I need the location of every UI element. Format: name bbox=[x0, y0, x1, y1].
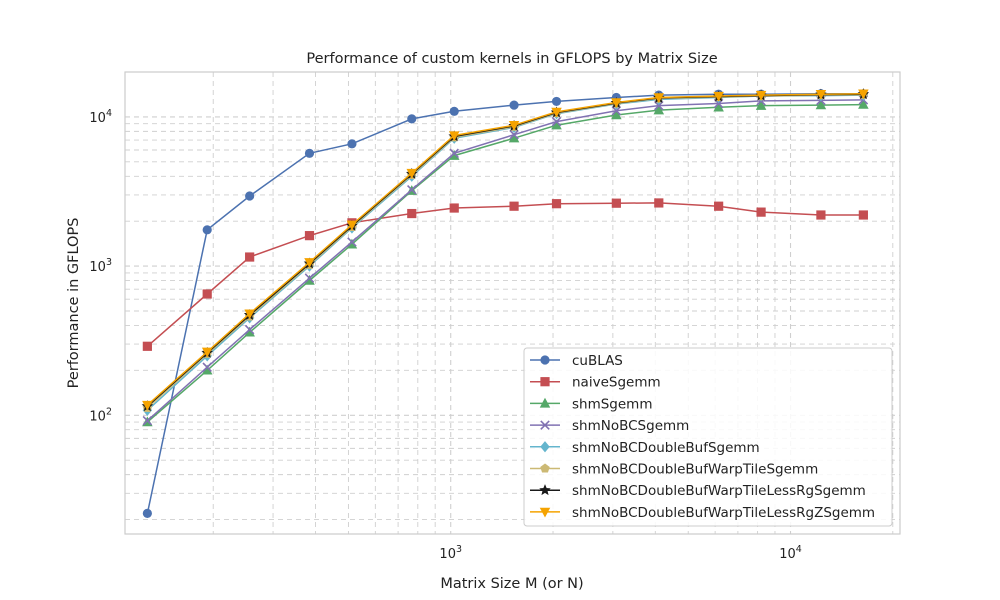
legend-label: shmNoBCDoubleBufWarpTileSgemm bbox=[572, 462, 818, 478]
data-point bbox=[611, 109, 622, 120]
data-point bbox=[449, 106, 459, 116]
data-point bbox=[201, 347, 213, 358]
data-point bbox=[611, 105, 622, 116]
data-point bbox=[304, 148, 315, 158]
series-layer bbox=[141, 88, 870, 518]
data-point bbox=[815, 99, 827, 110]
data-point bbox=[858, 89, 869, 100]
data-point bbox=[858, 98, 869, 109]
legend-label: shmNoBCSgemm bbox=[572, 418, 689, 434]
data-point bbox=[202, 225, 212, 235]
data-point bbox=[858, 210, 868, 220]
data-point bbox=[448, 131, 460, 142]
data-point bbox=[304, 231, 315, 241]
data-point bbox=[611, 198, 621, 208]
legend-label: cuBLAS bbox=[572, 353, 623, 369]
legend-marker bbox=[539, 484, 551, 496]
legend-marker bbox=[539, 397, 551, 408]
legend-label: shmSgemm bbox=[572, 396, 653, 412]
legend-marker bbox=[540, 420, 550, 430]
data-point bbox=[755, 90, 767, 101]
data-point bbox=[244, 309, 255, 320]
series-shmNoBCSgemm bbox=[142, 95, 869, 426]
data-point bbox=[509, 201, 519, 211]
data-point bbox=[509, 129, 519, 140]
plot-frame bbox=[124, 71, 901, 535]
data-point bbox=[653, 104, 665, 115]
data-point bbox=[551, 116, 562, 127]
data-point bbox=[815, 89, 827, 100]
data-point bbox=[713, 91, 724, 102]
data-point bbox=[304, 273, 315, 283]
data-point bbox=[304, 258, 315, 268]
legend-label: shmNoBCDoubleBufSgemm bbox=[572, 440, 760, 456]
legend-label: naiveSgemm bbox=[572, 375, 661, 391]
data-point bbox=[142, 341, 152, 351]
data-point bbox=[508, 120, 520, 131]
tick-labels: 103 104 102 103 104 bbox=[89, 108, 801, 562]
data-point bbox=[245, 252, 255, 262]
x-axis-label: Matrix Size M (or N) bbox=[440, 576, 583, 592]
y-axis-label: Performance in GFLOPS bbox=[66, 218, 82, 389]
legend-marker bbox=[540, 377, 550, 387]
data-point bbox=[449, 148, 459, 159]
data-point bbox=[407, 208, 417, 219]
x-tick-label: 103 bbox=[439, 544, 462, 562]
series-shmNoBCDoubleBufWarpTileLessRgZSgemm bbox=[142, 89, 869, 411]
data-point bbox=[755, 99, 767, 110]
data-point bbox=[407, 184, 417, 195]
legend-box bbox=[523, 347, 893, 527]
data-point bbox=[347, 237, 357, 247]
y-tick-label: 104 bbox=[89, 108, 112, 126]
y-tick-label: 103 bbox=[89, 257, 112, 275]
data-point bbox=[245, 191, 255, 201]
data-point bbox=[142, 400, 153, 411]
data-point bbox=[756, 207, 766, 217]
data-point bbox=[551, 199, 562, 209]
data-point bbox=[142, 415, 153, 426]
y-tick-label: 102 bbox=[89, 406, 112, 424]
data-point bbox=[449, 203, 459, 213]
data-point bbox=[142, 508, 152, 518]
data-point bbox=[202, 289, 212, 299]
data-point bbox=[347, 139, 357, 149]
legend-marker bbox=[540, 441, 550, 453]
data-point bbox=[346, 220, 358, 231]
data-point bbox=[244, 324, 255, 335]
data-point bbox=[654, 198, 664, 208]
legend-marker bbox=[539, 507, 551, 518]
chart-title: Performance of custom kernels in GFLOPS … bbox=[306, 51, 717, 67]
data-point bbox=[202, 362, 212, 372]
data-point bbox=[654, 100, 664, 111]
data-point bbox=[551, 96, 562, 107]
legend-marker bbox=[540, 463, 550, 473]
data-point bbox=[611, 98, 622, 109]
data-point bbox=[406, 168, 418, 179]
data-point bbox=[816, 210, 826, 220]
legend-label: shmNoBCDoubleBufWarpTileLessRgSgemm bbox=[572, 483, 866, 499]
data-point bbox=[714, 201, 724, 211]
data-point bbox=[551, 107, 562, 118]
legend-label: shmNoBCDoubleBufWarpTileLessRgZSgemm bbox=[572, 505, 875, 521]
data-point bbox=[653, 93, 665, 104]
legend: cuBLAS naiveSgemm shmSgemm shmNoBCSgemm shmN… bbox=[523, 347, 893, 527]
data-point bbox=[509, 100, 519, 110]
data-point bbox=[407, 114, 417, 124]
legend-marker bbox=[540, 355, 550, 365]
x-tick-label: 104 bbox=[779, 544, 802, 562]
